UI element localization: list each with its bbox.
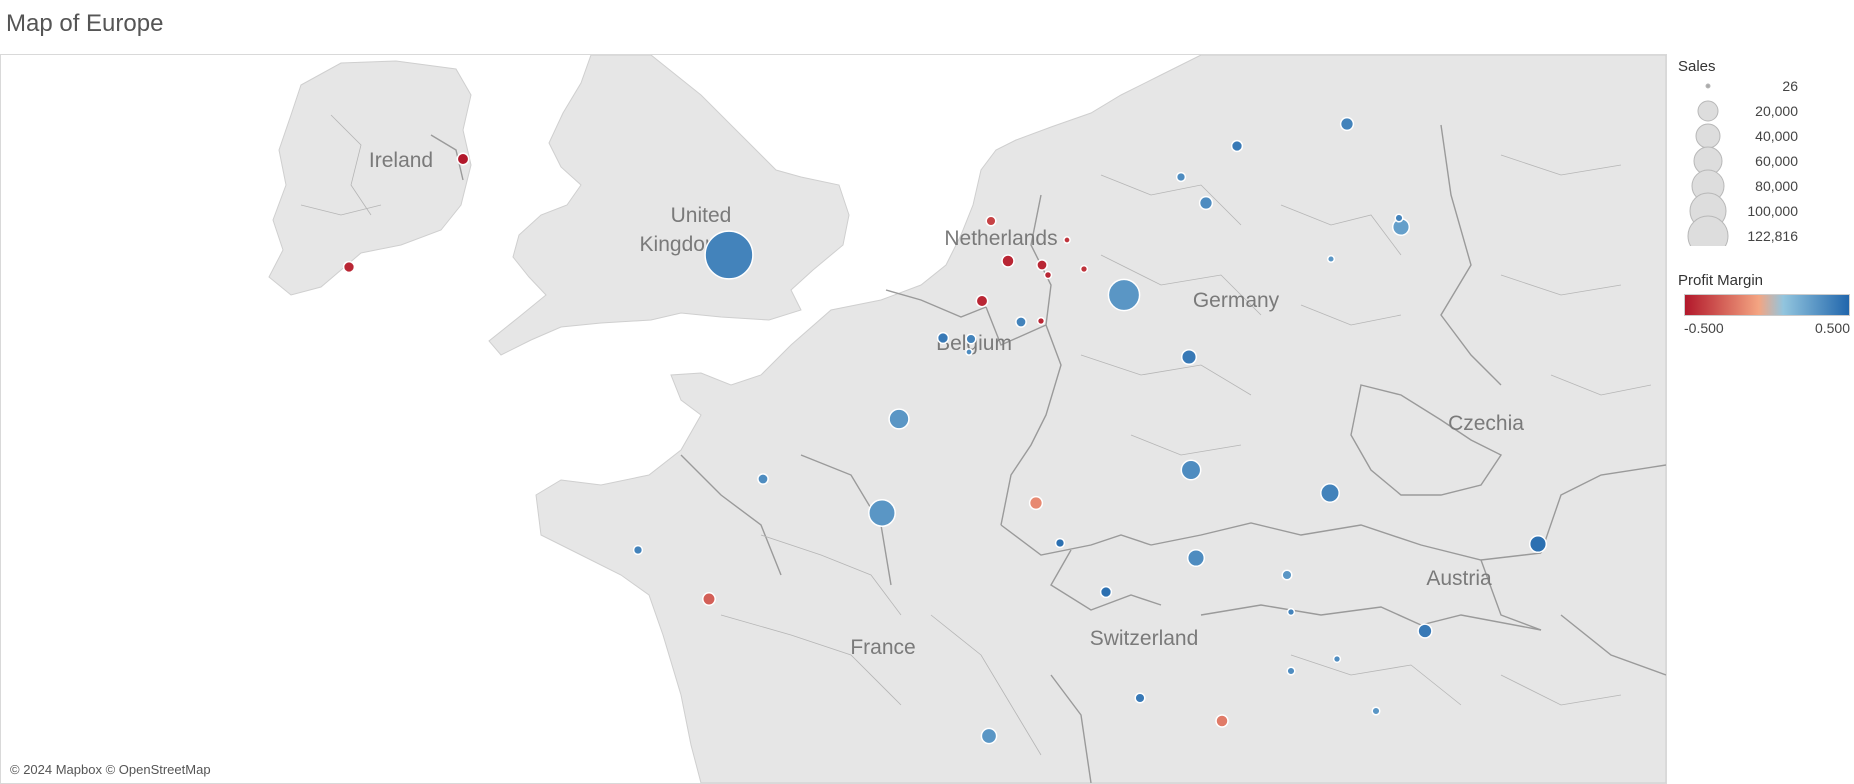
profit-margin-min-label: -0.500 <box>1684 320 1724 336</box>
sales-mark[interactable] <box>1215 714 1229 728</box>
sales-mark[interactable] <box>757 473 769 485</box>
sales-mark[interactable] <box>1134 692 1146 704</box>
sales-mark[interactable] <box>1107 278 1141 312</box>
map-canvas[interactable]: IrelandUnitedKingdomNetherlandsBelgiumGe… <box>1 55 1666 783</box>
sales-mark[interactable] <box>1063 236 1071 244</box>
sales-mark[interactable] <box>1099 585 1113 599</box>
sales-mark[interactable] <box>1417 623 1433 639</box>
country-borders <box>430 124 1666 783</box>
sales-mark[interactable] <box>456 152 470 166</box>
sales-mark[interactable] <box>1180 459 1202 481</box>
sales-mark[interactable] <box>1186 548 1206 568</box>
country-label-czechia: Czechia <box>1448 412 1524 435</box>
sales-legend-circle <box>1695 123 1721 149</box>
sales-marks[interactable] <box>342 116 1548 745</box>
sales-legend: Sales 26 20,000 40,000 60,000 80,000 100,000 1… <box>1678 58 1848 258</box>
sales-legend-circle <box>1687 215 1729 246</box>
sales-mark[interactable] <box>342 260 356 274</box>
sales-mark[interactable] <box>936 331 950 345</box>
sales-mark[interactable] <box>1015 316 1027 328</box>
sales-mark[interactable] <box>1175 171 1187 183</box>
sales-mark[interactable] <box>868 499 896 527</box>
profit-margin-legend: Profit Margin -0.500 0.500 <box>1678 272 1854 342</box>
sales-mark[interactable] <box>965 348 973 356</box>
sales-mark[interactable] <box>1339 116 1355 132</box>
country-label-netherlands: Netherlands <box>944 227 1057 250</box>
country-label-austria: Austria <box>1426 567 1492 590</box>
sales-mark[interactable] <box>1286 666 1296 676</box>
landmass-ireland <box>268 60 472 296</box>
sales-legend-label: 60,000 <box>1755 153 1798 169</box>
sales-legend-label: 40,000 <box>1755 128 1798 144</box>
sales-legend-label: 122,816 <box>1747 228 1798 244</box>
country-label-united-kingdom: Kingdom <box>640 233 723 256</box>
sales-mark[interactable] <box>1326 254 1336 264</box>
sales-mark[interactable] <box>1043 270 1053 280</box>
sales-mark[interactable] <box>1028 495 1044 511</box>
sales-mark[interactable] <box>985 215 997 227</box>
sales-mark[interactable] <box>1036 316 1046 326</box>
profit-margin-color-ramp <box>1684 294 1850 316</box>
sales-mark[interactable] <box>1281 569 1293 581</box>
region-borders <box>300 114 1652 756</box>
page-title: Map of Europe <box>6 10 164 37</box>
landmass-continent <box>535 55 1666 783</box>
sales-mark[interactable] <box>1286 607 1296 617</box>
country-label-united-kingdom: United <box>671 204 732 227</box>
map-attribution[interactable]: © 2024 Mapbox © OpenStreetMap <box>10 762 211 777</box>
sales-mark[interactable] <box>1198 195 1214 211</box>
sales-mark[interactable] <box>1528 534 1548 554</box>
sales-mark[interactable] <box>975 294 989 308</box>
profit-margin-legend-title: Profit Margin <box>1678 272 1764 289</box>
sales-mark[interactable] <box>1230 139 1244 153</box>
sales-legend-label: 26 <box>1782 78 1798 94</box>
sales-mark[interactable] <box>704 230 754 280</box>
sales-mark[interactable] <box>702 592 716 606</box>
sales-legend-title: Sales <box>1678 58 1716 75</box>
sales-mark[interactable] <box>1394 213 1404 223</box>
sales-mark[interactable] <box>1332 654 1342 664</box>
sales-legend-label: 100,000 <box>1747 203 1798 219</box>
profit-margin-max-label: 0.500 <box>1814 320 1850 336</box>
sales-mark[interactable] <box>888 408 910 430</box>
sales-mark[interactable] <box>1180 348 1198 366</box>
sales-legend-scale: 26 20,000 40,000 60,000 80,000 100,000 122,816 <box>1687 78 1798 246</box>
sales-legend-label: 80,000 <box>1755 178 1798 194</box>
sales-legend-label: 20,000 <box>1755 103 1798 119</box>
sales-mark[interactable] <box>1001 254 1015 268</box>
sales-mark[interactable] <box>1320 483 1340 503</box>
sales-mark[interactable] <box>1371 706 1381 716</box>
country-label-ireland: Ireland <box>369 149 433 172</box>
sales-mark[interactable] <box>1036 259 1048 271</box>
country-label-switzerland: Switzerland <box>1090 627 1199 650</box>
sales-mark[interactable] <box>980 727 998 745</box>
country-label-germany: Germany <box>1193 289 1280 312</box>
country-label-france: France <box>850 636 915 659</box>
sales-mark[interactable] <box>632 544 644 556</box>
sales-mark[interactable] <box>1054 537 1066 549</box>
sales-legend-circle <box>1705 83 1711 89</box>
sales-mark[interactable] <box>965 333 977 345</box>
map-view[interactable]: IrelandUnitedKingdomNetherlandsBelgiumGe… <box>0 54 1667 784</box>
sales-mark[interactable] <box>1079 264 1089 274</box>
landmass-great-britain <box>488 55 850 356</box>
sales-legend-circle <box>1697 100 1719 122</box>
